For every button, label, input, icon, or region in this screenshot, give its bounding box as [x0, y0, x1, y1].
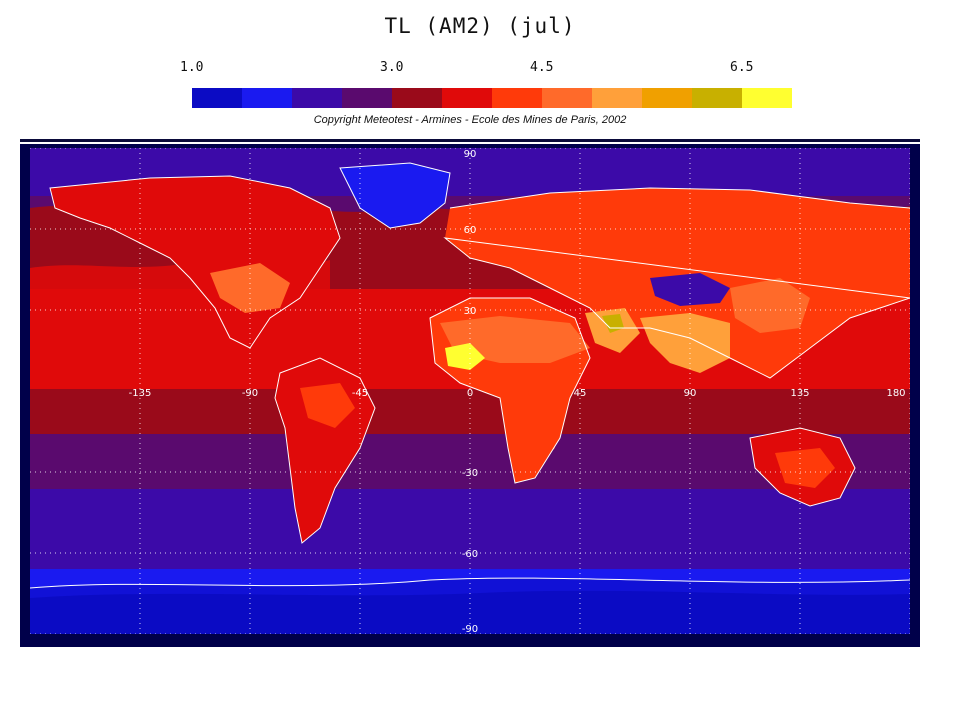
graticule [30, 148, 910, 634]
amazon-region [300, 383, 355, 428]
legend-swatch-9 [642, 88, 692, 108]
landmass-greenland [340, 163, 450, 228]
lon-tick-label: 90 [684, 388, 697, 399]
legend-swatch-1 [242, 88, 292, 108]
legend-swatch-4 [392, 88, 442, 108]
legend-label-1: 3.0 [380, 60, 404, 75]
color-legend-bar [192, 88, 792, 108]
lat-tick-label: 30 [464, 306, 477, 317]
tick-labels: -135 -90 -45 0 45 90 135 180 90 60 30 -30 -60 -90 [129, 149, 906, 634]
coastline-eurasia [443, 187, 910, 379]
lon-tick-label: -135 [129, 388, 152, 399]
coastline-antarctica [30, 577, 910, 589]
lon-tick-label: 180 [886, 388, 905, 399]
lat-tick-label: -90 [462, 624, 478, 634]
map-title: TL (AM2) (jul) [384, 14, 576, 38]
australia-interior [775, 448, 835, 488]
south-asia-hotspot [640, 313, 730, 373]
legend-swatch-11 [742, 88, 792, 108]
lon-tick-label: -90 [242, 388, 258, 399]
legend-swatch-5 [442, 88, 492, 108]
legend-label-0: 1.0 [180, 60, 204, 75]
legend-swatch-8 [592, 88, 642, 108]
legend-swatch-6 [492, 88, 542, 108]
lat-tick-label: -60 [462, 549, 478, 560]
landmass-antarctica [30, 578, 910, 634]
lat-tick-label: -30 [462, 468, 478, 479]
southern-africa [510, 423, 555, 468]
lat-tick-label: 60 [464, 225, 477, 236]
legend-swatch-3 [342, 88, 392, 108]
band-tropics-south [30, 389, 910, 434]
lat-tick-label: 90 [464, 149, 477, 160]
legend-label-2: 4.5 [530, 60, 554, 75]
lon-tick-label: 45 [574, 388, 587, 399]
lon-tick-label: 135 [790, 388, 809, 399]
legend-swatch-7 [542, 88, 592, 108]
sahel-dust [445, 343, 485, 370]
legend-swatch-2 [292, 88, 342, 108]
legend-swatch-0 [192, 88, 242, 108]
coastline-greenland [339, 162, 451, 229]
legend-swatch-10 [692, 88, 742, 108]
central-asia-low [650, 273, 730, 306]
lon-tick-label: -45 [352, 388, 368, 399]
band-southern-ocean [30, 489, 910, 569]
lon-tick-label: 0 [467, 388, 473, 399]
china-hotspot [730, 278, 810, 333]
linke-turbidity-world-map: -135 -90 -45 0 45 90 135 180 90 60 30 -30 -60 -90 [30, 148, 910, 634]
legend-label-3: 6.5 [730, 60, 754, 75]
coastline-australia [749, 427, 856, 507]
header-divider [20, 139, 920, 142]
coastline-africa [429, 297, 591, 484]
copyright-notice: Copyright Meteotest - Armines - Ecole de… [313, 114, 627, 126]
